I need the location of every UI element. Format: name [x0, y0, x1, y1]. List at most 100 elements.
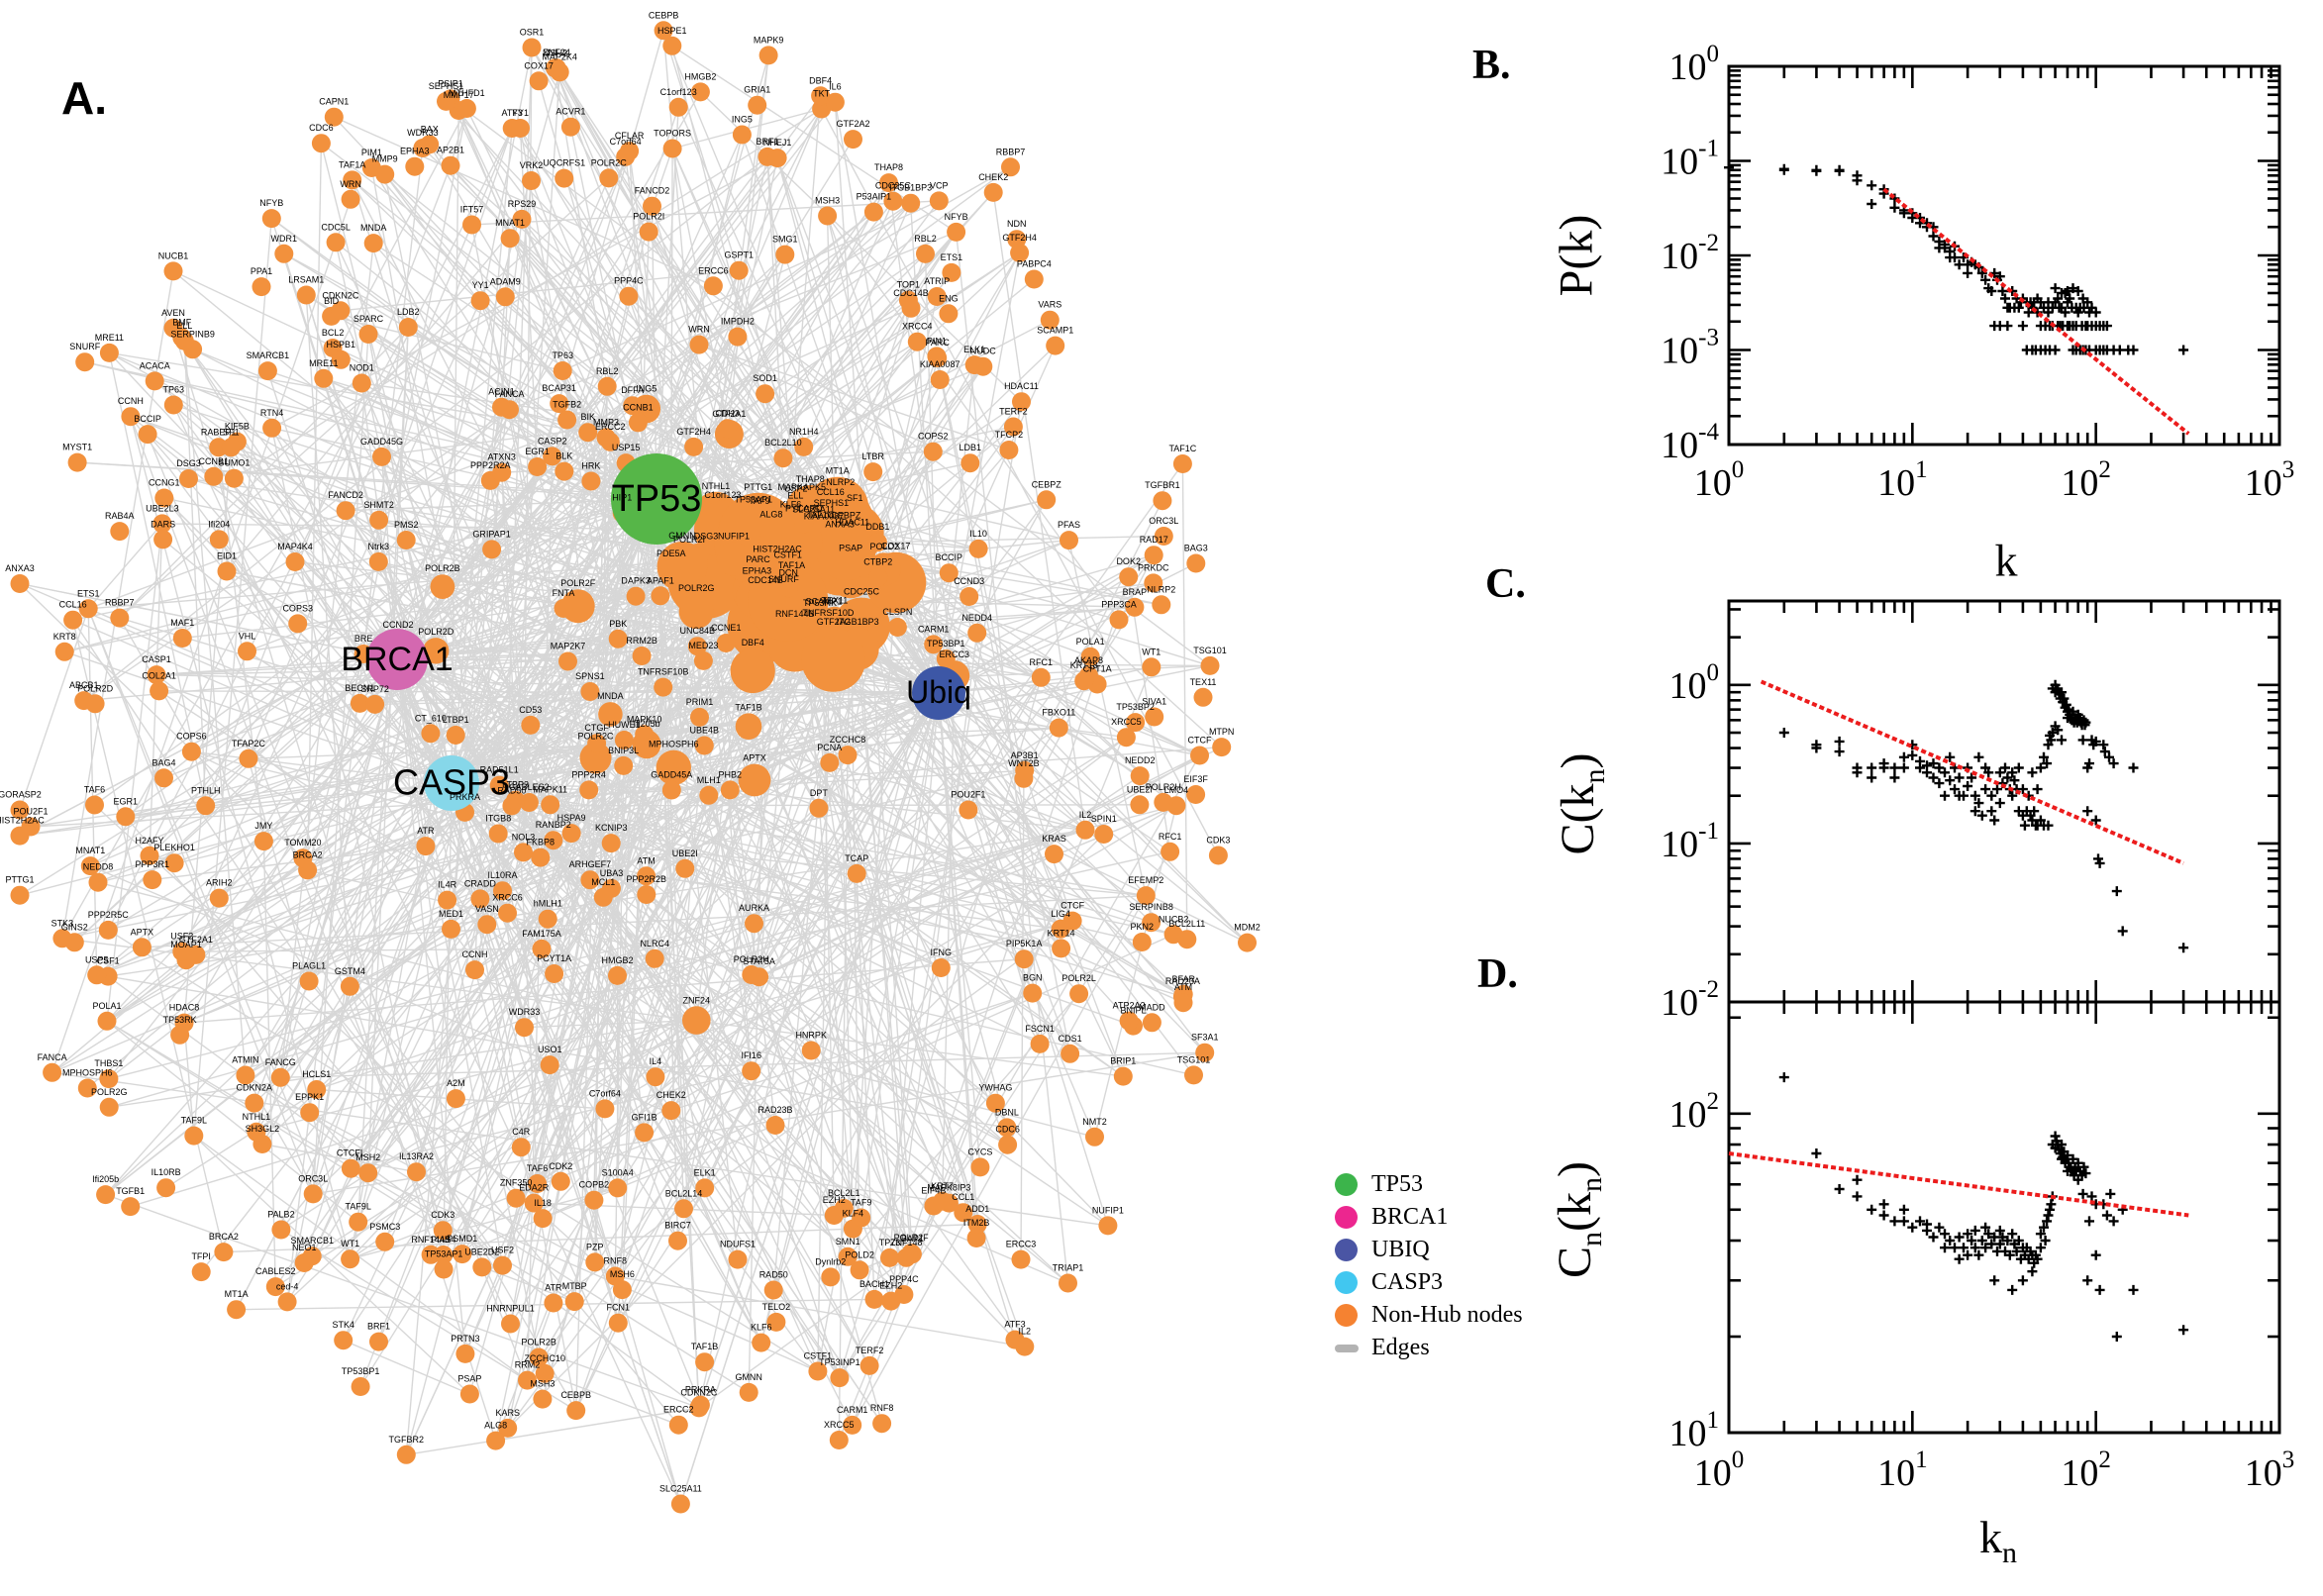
non-hub-node — [766, 1312, 786, 1332]
gene-label: TFAP2C — [232, 739, 266, 748]
gene-label: CTGF — [584, 723, 609, 733]
gene-label: ORC3L — [1149, 516, 1178, 526]
fit-line — [1882, 187, 2190, 436]
hub-label-tp53: TP53 — [612, 478, 702, 520]
legend-node-swatch — [1335, 1206, 1358, 1229]
gene-label: MAP4K4 — [277, 542, 313, 551]
non-hub-node — [844, 130, 862, 150]
gene-label: ARIH2 — [206, 878, 233, 888]
non-hub-node — [1172, 454, 1192, 473]
non-hub-node — [872, 1414, 892, 1434]
gene-label: CTCFL — [337, 1148, 365, 1158]
gene-label: BFAR — [1171, 974, 1195, 984]
gene-label: CDC5L — [321, 222, 351, 232]
gene-label: RAD51L1 — [480, 765, 519, 775]
gene-label: RAD17 — [1140, 535, 1168, 545]
gene-label: SPARC — [354, 314, 384, 324]
non-hub-node — [1015, 1337, 1035, 1356]
non-hub-node — [834, 1198, 854, 1218]
non-hub-node — [85, 795, 104, 815]
gene-label: CDS1 — [1059, 1034, 1082, 1044]
gene-label: USF2 — [491, 1246, 514, 1255]
legend-node-swatch — [1335, 1173, 1358, 1196]
gene-label: NFYB — [945, 212, 968, 222]
gene-label: SOD1 — [753, 373, 777, 383]
gene-label: TGFB2 — [553, 400, 581, 410]
non-hub-node — [745, 914, 763, 934]
gene-label: ADD1 — [965, 1204, 989, 1214]
gene-label: BCL2L11 — [1168, 919, 1205, 929]
gene-label: PRKRA — [450, 792, 480, 802]
non-hub-node — [156, 1178, 176, 1198]
non-hub-node — [528, 1174, 548, 1193]
gene-label: LTBP1 — [443, 715, 469, 725]
gene-label: GADD45G — [360, 437, 403, 447]
non-hub-node — [651, 586, 670, 606]
gene-label: COPB2 — [579, 1180, 610, 1190]
gene-label: POLR2G — [91, 1087, 128, 1097]
non-hub-node — [695, 1178, 715, 1198]
gene-label: ELL — [176, 321, 192, 331]
non-hub-node — [489, 775, 509, 795]
non-hub-node — [816, 521, 876, 581]
gene-label: PFAS — [1058, 520, 1080, 530]
gene-label: LTBR — [862, 451, 885, 461]
non-hub-node — [1109, 610, 1129, 630]
hub-node-tp53 — [611, 453, 702, 545]
gene-label: TAF1C — [806, 510, 834, 520]
non-hub-node — [939, 563, 959, 583]
gene-label: BCL2 — [322, 328, 345, 338]
non-hub-node — [852, 1208, 871, 1228]
gene-label: NTHL1 — [702, 481, 731, 491]
gene-label: GADD45A — [651, 770, 692, 780]
gene-label: ATP2A2 — [1113, 1001, 1146, 1011]
non-hub-node — [1045, 845, 1063, 864]
gene-label: CDKN2C — [322, 290, 359, 300]
non-hub-node — [434, 1259, 454, 1279]
gene-label: DOK2 — [1116, 556, 1141, 566]
gene-label: RTN4 — [260, 408, 283, 418]
gene-label: CCND3 — [954, 576, 984, 586]
non-hub-node — [794, 437, 814, 456]
gene-label: CTCF — [1188, 736, 1212, 746]
non-hub-node — [365, 694, 385, 714]
gene-label: BAG4 — [152, 757, 175, 767]
non-hub-node — [1163, 925, 1183, 945]
non-hub-node — [528, 457, 548, 476]
gene-label: RNF144B — [775, 609, 815, 619]
gene-label: HMGB2 — [684, 71, 716, 81]
non-hub-node — [486, 1431, 506, 1450]
non-hub-node — [533, 1209, 553, 1229]
hub-label-brca1: BRCA1 — [341, 641, 453, 678]
non-hub-node — [599, 168, 619, 188]
non-hub-node — [1046, 336, 1065, 355]
gene-label: FBXO11 — [1042, 708, 1075, 718]
gene-label: TP53BP2 — [1116, 702, 1155, 712]
x-tick-label: 100 — [1694, 1446, 1745, 1494]
gene-label: PTHLH — [191, 785, 221, 795]
gene-label: THAP8 — [796, 474, 825, 484]
gene-label: TP53INP1 — [819, 1357, 860, 1367]
gene-label: HNRPK — [795, 1031, 827, 1041]
non-hub-node — [661, 1101, 681, 1121]
gene-label: MED1 — [439, 909, 463, 919]
gene-label: PLEKHO1 — [153, 843, 195, 852]
gene-label: MSH3 — [815, 196, 840, 206]
non-hub-node — [748, 95, 767, 115]
gene-label: UNC84B — [680, 626, 716, 636]
gene-label: MMP17 — [444, 90, 474, 100]
non-hub-node — [277, 1292, 297, 1312]
non-hub-node — [1060, 1044, 1080, 1063]
gene-label: CSTF1 — [804, 1351, 833, 1361]
scatter-points — [1778, 679, 2189, 953]
non-hub-node — [488, 824, 508, 844]
legend-item: Edges — [1335, 1332, 1523, 1364]
legend-item: UBIQ — [1335, 1234, 1523, 1266]
gene-label: PPP3R1 — [136, 859, 170, 869]
gene-label: PARC — [746, 554, 770, 564]
gene-label: KRT7 — [931, 1181, 954, 1191]
gene-label: POU2F1 — [13, 807, 48, 817]
non-hub-node — [1085, 1127, 1104, 1147]
non-hub-node — [758, 46, 778, 65]
gene-label: WNT2B — [1008, 758, 1040, 768]
